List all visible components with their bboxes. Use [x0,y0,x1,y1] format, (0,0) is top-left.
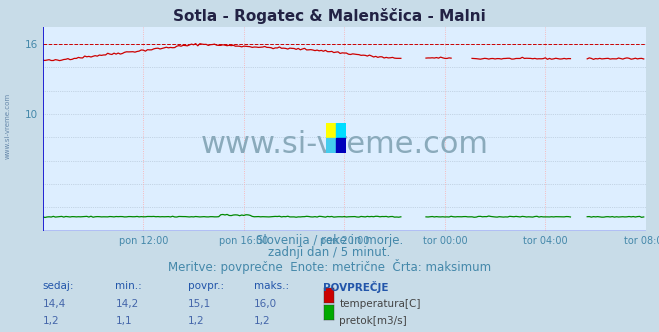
Text: POVPREČJE: POVPREČJE [323,281,388,292]
Text: temperatura[C]: temperatura[C] [339,299,421,309]
Text: zadnji dan / 5 minut.: zadnji dan / 5 minut. [268,246,391,259]
Text: 1,2: 1,2 [188,316,204,326]
Text: Sotla - Rogatec & Malenščica - Malni: Sotla - Rogatec & Malenščica - Malni [173,8,486,24]
Text: sedaj:: sedaj: [43,281,74,290]
Bar [326,123,336,138]
Text: 14,2: 14,2 [115,299,138,309]
Text: 16,0: 16,0 [254,299,277,309]
Text: maks.:: maks.: [254,281,289,290]
Text: min.:: min.: [115,281,142,290]
Text: pretok[m3/s]: pretok[m3/s] [339,316,407,326]
Text: 14,4: 14,4 [43,299,66,309]
Text: 1,2: 1,2 [254,316,270,326]
Bar [336,123,346,138]
Text: www.si-vreme.com: www.si-vreme.com [5,93,11,159]
Text: povpr.:: povpr.: [188,281,224,290]
Text: 1,1: 1,1 [115,316,132,326]
Text: Slovenija / reke in morje.: Slovenija / reke in morje. [256,234,403,247]
Bar [336,138,346,153]
Bar [326,138,336,153]
Text: 1,2: 1,2 [43,316,59,326]
Text: www.si-vreme.com: www.si-vreme.com [200,130,488,159]
Text: Meritve: povprečne  Enote: metrične  Črta: maksimum: Meritve: povprečne Enote: metrične Črta:… [168,259,491,274]
Text: 15,1: 15,1 [188,299,211,309]
